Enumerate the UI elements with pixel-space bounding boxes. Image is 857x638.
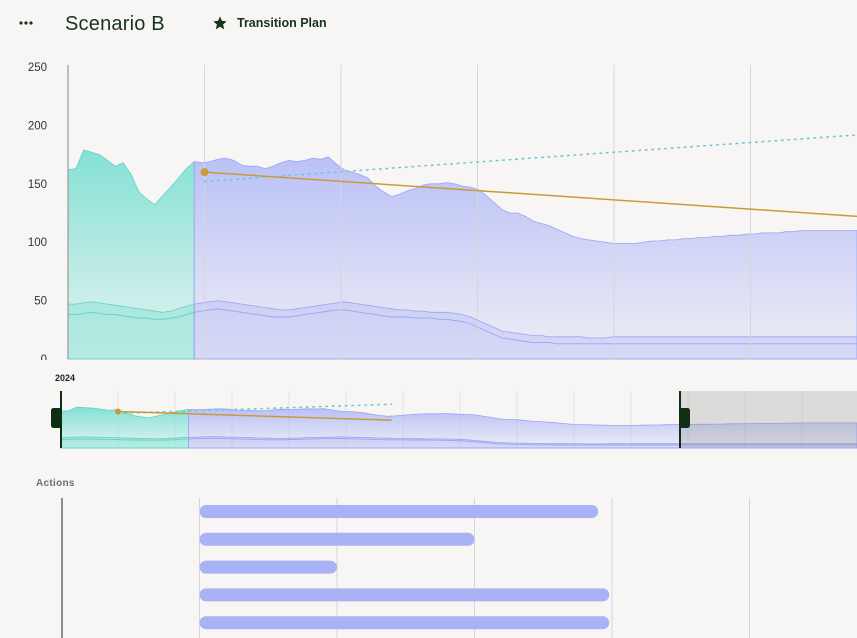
main-historical-lower-area (67, 301, 195, 360)
nav-historical-lower-line (61, 438, 189, 441)
timeline-navigator[interactable] (0, 388, 857, 450)
navigator-year-label: 2024 (55, 373, 76, 383)
actions-label: Actions (36, 478, 75, 489)
nav-unselected-mask (680, 391, 857, 448)
main-historical-lower-line (68, 311, 195, 320)
action-bar[interactable] (199, 505, 599, 518)
nav-right-handle[interactable] (679, 408, 690, 428)
main-projection-lower-area (193, 300, 857, 360)
action-bar[interactable] (199, 616, 610, 630)
main-target-line (203, 134, 857, 183)
transition-plan-label: Transition Plan (237, 16, 327, 30)
star-icon (212, 15, 228, 31)
nav-historical-lower-area (60, 436, 189, 449)
action-bar[interactable] (199, 560, 338, 574)
emissions-chart: 250 200 150 100 50 0 (28, 62, 857, 360)
y-tick-label: 150 (28, 179, 47, 191)
main-trend-line (204, 171, 857, 218)
main-trend-anchor[interactable] (200, 168, 209, 177)
ellipsis-icon[interactable] (18, 13, 34, 33)
nav-trend-anchor[interactable] (115, 408, 121, 415)
y-tick-label: 50 (34, 296, 47, 308)
nav-historical-area (60, 406, 189, 449)
actions-timeline (61, 498, 750, 638)
page-title: Scenario B (65, 13, 165, 35)
main-historical-area (67, 149, 195, 360)
y-tick-label: 100 (28, 237, 47, 249)
action-bar[interactable] (199, 588, 610, 602)
header: Scenario B Transition Plan (0, 0, 857, 50)
nav-trend-line (117, 410, 392, 421)
y-tick-label: 0 (41, 354, 47, 360)
main-projection-area (193, 156, 857, 360)
nav-target-line (117, 403, 393, 415)
main-projection-lower-line (194, 308, 857, 345)
action-bar[interactable] (199, 532, 475, 546)
y-tick-label: 200 (28, 120, 47, 132)
y-tick-label: 250 (28, 62, 47, 74)
transition-plan-button[interactable]: Transition Plan (212, 15, 327, 31)
nav-left-handle[interactable] (51, 408, 62, 428)
nav-projection-lower-line (188, 437, 857, 446)
